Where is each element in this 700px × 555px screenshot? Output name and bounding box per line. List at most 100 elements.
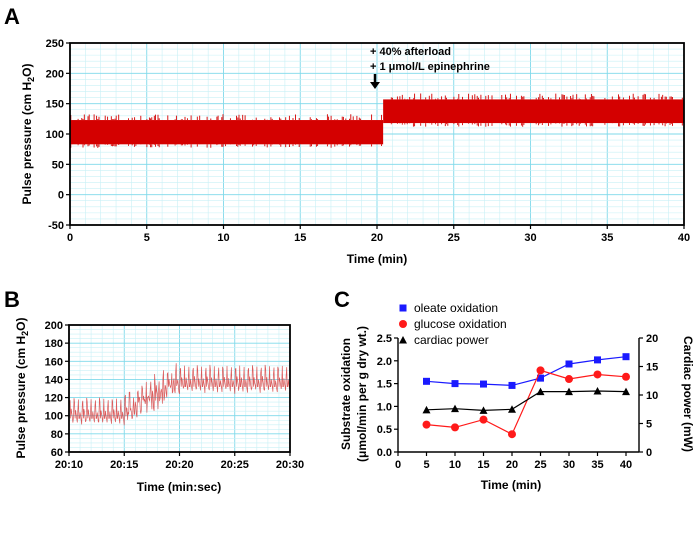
y-tick-label: -50 [48,220,64,232]
x-tick-label: 20:20 [165,459,193,471]
x-tick-label: 20:25 [221,459,249,471]
x-tick-label: 5 [423,459,429,471]
x-tick-label: 15 [294,232,306,244]
x-tick-label: 10 [449,459,461,471]
x-tick-label: 35 [591,459,603,471]
y-tick-label: 150 [46,99,64,111]
y-tick-label: 160 [45,356,63,368]
chart-a-ylabel: Pulse pressure (cm H2O) [20,63,36,204]
chart-a-xlabel: Time (min) [347,252,407,266]
y-tick-label: 100 [45,411,63,423]
x-tick-label: 20:30 [276,459,304,471]
legend-label: cardiac power [414,333,489,347]
pressure-trace [68,363,290,426]
x-tick-label: 20 [371,232,383,244]
y-tick-label: 60 [51,447,63,459]
x-tick-label: 25 [448,232,460,244]
x-tick-label: 20:10 [55,459,83,471]
data-point-oleate-oxidation [451,380,459,388]
x-tick-label: 0 [67,232,73,244]
y-tick-label: 250 [46,38,64,50]
panel-label-a: A [4,4,20,29]
y-tick-label: 50 [52,159,64,171]
chart-c-xlabel: Time (min) [481,478,541,492]
data-point-glucose-oxidation [536,366,545,375]
data-point-cardiac-power [536,387,545,396]
x-tick-label: 5 [144,232,150,244]
panel-label-b: B [4,287,20,312]
y-tick-label: 120 [45,393,63,405]
y-tick-label: 1.0 [377,401,392,413]
data-point-glucose-oxidation [479,415,488,424]
series-line-cardiac-power [426,390,627,412]
y-tick-label: 1.5 [377,379,392,391]
chart-c-ylabel: Substrate oxidation [339,338,353,450]
x-tick-label: 10 [217,232,229,244]
legend-label: glucose oxidation [414,317,507,331]
y-tick-label: 80 [51,429,63,441]
data-point-glucose-oxidation [451,423,459,432]
data-point-oleate-oxidation [565,360,573,368]
annotation-arrow [370,74,380,89]
data-point-cardiac-power [565,387,573,396]
data-point-glucose-oxidation [565,375,573,384]
y-tick-label: 0 [58,190,64,202]
y-tick-label: 2.5 [377,333,392,345]
panel-label-c: C [334,287,350,312]
data-point-cardiac-power [479,406,488,414]
data-point-cardiac-power [593,387,602,395]
y-tick-label: 0.5 [377,424,392,436]
x-tick-label: 20 [506,459,518,471]
data-point-oleate-oxidation [594,356,601,364]
data-point-glucose-oxidation [622,372,630,381]
pressure-band-spikes-2 [390,93,683,127]
data-point-glucose-oxidation [508,430,516,439]
x-tick-label: 40 [678,232,690,244]
x-tick-label: 20:15 [110,459,138,471]
y-tick-label: 0.0 [377,447,392,459]
data-point-oleate-oxidation [622,353,630,361]
data-point-cardiac-power [508,405,516,413]
y-tick-label: 200 [46,68,64,80]
data-point-cardiac-power [451,404,459,413]
chart-c-y2label: Cardiac power (mW) [681,336,695,452]
y-tick-label: 200 [45,320,63,332]
legend-label: oleate oxidation [414,301,498,315]
y-tick-label: 140 [45,374,63,386]
legend-marker [399,304,407,312]
y-tick-label: 100 [46,129,64,141]
pressure-band-segment-1 [70,120,384,145]
x-tick-label: 35 [601,232,613,244]
legend-marker [399,336,407,344]
annotation-line-2: + 1 μmol/L epinephrine [370,61,490,73]
data-point-cardiac-power [422,405,431,414]
data-point-oleate-oxidation [537,374,544,382]
data-point-glucose-oxidation [593,370,602,379]
chart-c-ylabel-units: (μmol/min per g dry wt.) [355,326,369,462]
y2-tick-label: 5 [646,419,652,431]
y2-tick-label: 10 [646,390,658,402]
data-point-oleate-oxidation [480,380,487,388]
series-line-oleate-oxidation [426,356,627,387]
chart-c: 0 5 10 15 20 25 30 35 40 0.0 0.5 1.0 1.5 2.0 2.5 0 5 10 15… [339,301,695,492]
y2-tick-label: 0 [646,447,652,459]
y-tick-label: 180 [45,338,63,350]
x-tick-label: 0 [395,459,401,471]
chart-b: 20:10 20:15 20:20 20:25 20:30 60 80 100 120 140 16… [14,317,304,494]
data-point-oleate-oxidation [423,377,430,385]
x-tick-label: 30 [524,232,536,244]
y2-tick-label: 20 [646,333,658,345]
pressure-band-segment-2 [383,99,684,124]
x-tick-label: 25 [534,459,546,471]
y2-tick-label: 15 [646,362,658,374]
series-line-glucose-oxidation [426,369,627,436]
data-point-cardiac-power [622,387,630,396]
x-tick-label: 30 [563,459,575,471]
chart-b-ylabel: Pulse pressure (cm H2O) [14,317,30,458]
x-tick-label: 15 [477,459,489,471]
data-point-glucose-oxidation [422,420,431,429]
chart-b-xlabel: Time (min:sec) [137,480,221,494]
annotation-line-1: + 40% afterload [370,46,451,58]
